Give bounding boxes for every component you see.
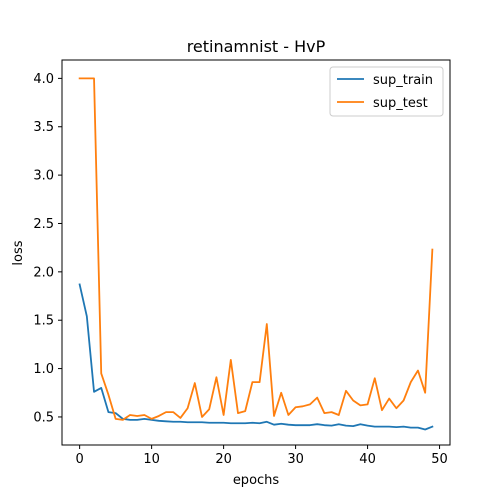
y-tick-label: 3.5 (33, 120, 54, 135)
plot-area (78, 77, 434, 431)
plot-frame (61, 59, 451, 446)
x-axis-label: epochs (233, 473, 280, 488)
y-tick-label: 4.0 (33, 72, 54, 87)
x-tick-label: 0 (75, 452, 83, 467)
y-axis-label: loss (11, 240, 26, 265)
x-tick-label: 40 (359, 452, 376, 467)
y-tick-label: 1.0 (33, 362, 54, 377)
chart-title: retinamnist - HvP (187, 37, 326, 56)
legend-label-sup-test: sup_test (373, 96, 428, 111)
y-tick-label: 2.0 (33, 265, 54, 280)
x-tick-label: 10 (143, 452, 160, 467)
x-tick-label: 50 (431, 452, 448, 467)
axis-ticks: 0 10 20 30 40 50 0.5 1.0 1.5 2.0 2.5 3.0 3.5 4.0 (33, 72, 448, 467)
series-line-sup-train (78, 283, 434, 431)
y-tick-label: 1.5 (33, 314, 54, 329)
y-tick-label: 0.5 (33, 410, 54, 425)
legend-label-sup-train: sup_train (373, 73, 433, 88)
legend: sup_train sup_test (329, 66, 444, 117)
y-tick-label: 2.5 (33, 217, 54, 232)
x-tick-label: 20 (215, 452, 232, 467)
y-tick-label: 3.0 (33, 169, 54, 184)
x-tick-label: 30 (287, 452, 304, 467)
series-line-sup-test (78, 77, 434, 421)
